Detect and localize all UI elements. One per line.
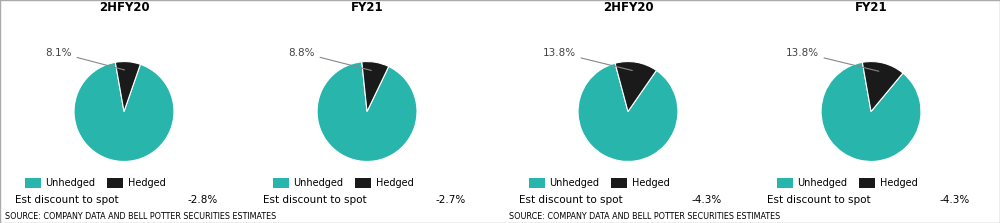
Text: Unhedged: Unhedged bbox=[293, 178, 343, 188]
Bar bbox=[611, 178, 627, 188]
Bar bbox=[529, 178, 545, 188]
Bar bbox=[107, 178, 123, 188]
Text: Hedged: Hedged bbox=[376, 178, 414, 188]
Wedge shape bbox=[862, 62, 903, 112]
Wedge shape bbox=[821, 62, 921, 161]
Wedge shape bbox=[317, 62, 417, 161]
Text: 2HFY20: 2HFY20 bbox=[99, 1, 149, 14]
Text: FY21: FY21 bbox=[855, 1, 887, 14]
Text: Unhedged: Unhedged bbox=[45, 178, 95, 188]
Text: -4.3%: -4.3% bbox=[692, 195, 722, 205]
Text: Hedged: Hedged bbox=[632, 178, 670, 188]
Text: FY21: FY21 bbox=[351, 1, 383, 14]
Text: 8.8%: 8.8% bbox=[288, 47, 371, 70]
Wedge shape bbox=[115, 62, 140, 112]
Text: Est discount to spot: Est discount to spot bbox=[263, 195, 367, 205]
Text: Est discount to spot: Est discount to spot bbox=[767, 195, 871, 205]
Text: SOURCE: COMPANY DATA AND BELL POTTER SECURITIES ESTIMATES: SOURCE: COMPANY DATA AND BELL POTTER SEC… bbox=[509, 212, 780, 221]
Bar bbox=[355, 178, 371, 188]
Bar bbox=[25, 178, 41, 188]
Wedge shape bbox=[362, 62, 389, 112]
Text: Figure 2 – Evolution Mining (EVN) hedge profile: Figure 2 – Evolution Mining (EVN) hedge … bbox=[511, 11, 844, 24]
Text: Figure 1 – Newcrest Mining (NCM) hedge profile: Figure 1 – Newcrest Mining (NCM) hedge p… bbox=[7, 11, 344, 24]
Text: -2.8%: -2.8% bbox=[188, 195, 218, 205]
Wedge shape bbox=[615, 62, 656, 112]
Text: Unhedged: Unhedged bbox=[797, 178, 847, 188]
Text: Hedged: Hedged bbox=[880, 178, 918, 188]
Wedge shape bbox=[74, 62, 174, 161]
Text: 8.1%: 8.1% bbox=[45, 47, 125, 70]
Text: Est discount to spot: Est discount to spot bbox=[15, 195, 119, 205]
Text: -2.7%: -2.7% bbox=[436, 195, 466, 205]
Text: 2HFY20: 2HFY20 bbox=[603, 1, 653, 14]
Text: Unhedged: Unhedged bbox=[549, 178, 599, 188]
Text: Est discount to spot: Est discount to spot bbox=[519, 195, 623, 205]
Text: Hedged: Hedged bbox=[128, 178, 166, 188]
Text: 13.8%: 13.8% bbox=[542, 47, 632, 70]
Bar bbox=[273, 178, 289, 188]
Text: SOURCE: COMPANY DATA AND BELL POTTER SECURITIES ESTIMATES: SOURCE: COMPANY DATA AND BELL POTTER SEC… bbox=[5, 212, 276, 221]
Text: -4.3%: -4.3% bbox=[940, 195, 970, 205]
Wedge shape bbox=[578, 63, 678, 161]
Bar bbox=[859, 178, 875, 188]
Text: 13.8%: 13.8% bbox=[785, 47, 879, 71]
Bar bbox=[777, 178, 793, 188]
